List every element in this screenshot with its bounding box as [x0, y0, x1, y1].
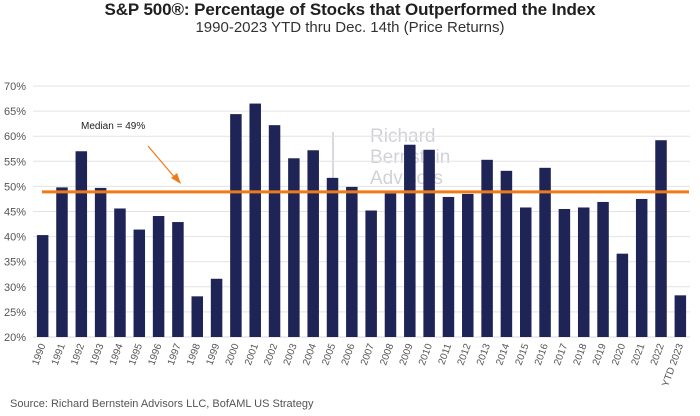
bar-2019	[597, 201, 609, 337]
x-tick-label: 2008	[378, 342, 396, 367]
bar-2013	[481, 159, 493, 337]
bar-2010	[423, 149, 435, 337]
x-tick-label: 2007	[359, 342, 377, 367]
y-tick-label: 50%	[4, 181, 26, 193]
bar-2015	[520, 207, 532, 337]
bar-1994	[114, 208, 126, 337]
bar-2007	[365, 210, 377, 337]
y-tick-label: 30%	[4, 282, 26, 294]
y-tick-label: 20%	[4, 332, 26, 344]
x-tick-label: 1995	[127, 342, 145, 367]
x-tick-label: 1998	[185, 342, 203, 367]
x-tick-label: 2009	[398, 342, 416, 367]
x-tick-label: 1999	[204, 342, 222, 367]
bar-2002	[268, 125, 281, 337]
y-tick-label: 70%	[4, 81, 26, 93]
x-tick-label: 2003	[282, 342, 300, 367]
bar-1993	[94, 187, 107, 337]
bar-1990	[36, 235, 49, 337]
y-tick-label: 40%	[4, 232, 26, 244]
x-tick-label: 2011	[437, 342, 455, 366]
bar-1997	[172, 222, 184, 337]
bar-2005	[326, 177, 339, 337]
x-tick-label: 2015	[514, 342, 532, 367]
x-tick-label: 2001	[243, 342, 261, 367]
y-tick-label: 35%	[4, 257, 26, 269]
x-tick-label: 1993	[89, 342, 107, 367]
bar-2006	[346, 186, 358, 337]
y-tick-label: 45%	[4, 207, 26, 219]
bar-2009	[404, 144, 416, 337]
x-tick-label: 2020	[610, 342, 628, 367]
x-tick-label: 2014	[494, 342, 512, 367]
chart-subtitle: 1990-2023 YTD thru Dec. 14th (Price Retu…	[195, 19, 505, 36]
x-tick-label: 2010	[417, 342, 435, 367]
x-tick-label: 2019	[591, 342, 609, 367]
x-tick-label: 2021	[630, 342, 648, 367]
watermark-mark	[332, 132, 358, 202]
x-tick-label: 1996	[146, 342, 164, 367]
bar-1996	[152, 216, 165, 337]
bar-2022	[655, 140, 667, 337]
bar-2004	[307, 150, 319, 337]
y-tick-label: 65%	[4, 106, 26, 118]
bar-2012	[462, 193, 474, 337]
median-arrow-head	[171, 173, 181, 184]
bar-1999	[210, 278, 223, 337]
bar-2003	[288, 158, 300, 337]
x-tick-label: 2006	[340, 342, 358, 367]
bar-1992	[75, 151, 88, 337]
x-tick-label: 1990	[31, 342, 49, 367]
bar-ytd-2023	[674, 295, 687, 337]
bar-2014	[500, 170, 513, 337]
bar-2017	[558, 208, 571, 337]
y-tick-label: 55%	[4, 156, 26, 168]
x-tick-label: 2000	[224, 342, 242, 367]
x-tick-label: 2017	[552, 342, 570, 367]
bar-1991	[56, 187, 68, 337]
bar-2000	[230, 114, 242, 337]
x-tick-label: 2012	[456, 342, 474, 367]
source-note: Source: Richard Bernstein Advisors LLC, …	[10, 398, 314, 410]
x-tick-label: 2022	[649, 342, 667, 367]
y-tick-label: 25%	[4, 307, 26, 319]
x-tick-label: 1997	[166, 342, 184, 367]
bar-2021	[635, 198, 648, 337]
bar-2008	[384, 193, 397, 337]
x-tick-label: 2002	[262, 342, 280, 367]
bar-2016	[539, 167, 551, 337]
bar-2018	[577, 207, 590, 337]
bar-2001	[249, 103, 261, 337]
x-tick-label: 2016	[533, 342, 551, 367]
y-tick-label: 60%	[4, 131, 26, 143]
x-tick-label: 2018	[572, 342, 590, 367]
bar-2011	[442, 196, 455, 337]
bar-1998	[191, 296, 203, 337]
median-arrow-shaft	[147, 145, 177, 180]
x-tick-label: 2005	[320, 342, 338, 367]
x-tick-label: 2013	[475, 342, 493, 367]
bar-2020	[616, 253, 629, 337]
x-tick-label: 2004	[301, 342, 319, 367]
x-tick-label: 1994	[108, 342, 126, 367]
bar-1995	[133, 229, 146, 337]
x-tick-label: 1992	[69, 342, 87, 367]
x-tick-label: 1991	[50, 342, 68, 367]
median-label: Median = 49%	[81, 121, 145, 132]
chart-title: S&P 500®: Percentage of Stocks that Outp…	[104, 0, 596, 19]
